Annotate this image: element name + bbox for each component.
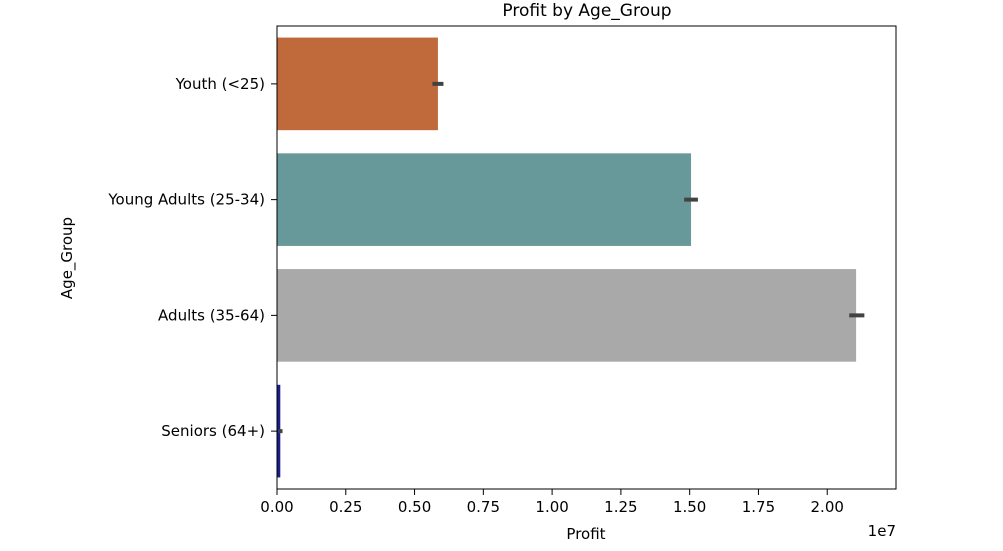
bar-young-adults-25-34: [277, 153, 692, 246]
bar-adults-35-64: [277, 269, 857, 362]
x-tick-label: 0.50: [398, 498, 431, 516]
plot-frame: [276, 25, 897, 490]
chart-title: Profit by Age_Group: [502, 1, 671, 21]
y-axis-ticks: Youth (<25) Young Adults (25-34) Adults (3…: [107, 75, 277, 440]
x-tick-label: 1.75: [742, 498, 775, 516]
x-tick-label: 1.50: [673, 498, 706, 516]
y-tick-label-youth-25: Youth (<25): [175, 75, 265, 93]
x-tick-label: 0.25: [329, 498, 362, 516]
x-tick-label: 2.00: [811, 498, 844, 516]
x-axis-ticks: 0.00 0.25 0.50 0.75 1.00 1.25 1.50 1.75 2.00: [260, 489, 844, 516]
x-tick-label: 0.00: [260, 498, 293, 516]
x-axis-label: Profit: [566, 525, 605, 543]
x-tick-label: 1.25: [604, 498, 637, 516]
bar-youth-25: [277, 37, 438, 131]
y-tick-label-seniors-64: Seniors (64+): [161, 422, 265, 440]
x-axis-scale-label: 1e7: [868, 522, 896, 540]
y-tick-label-young-adults-25-34: Young Adults (25-34): [107, 191, 265, 209]
error-bars-group: [278, 81, 865, 434]
y-tick-label-adults-35-64: Adults (35-64): [158, 306, 265, 324]
x-tick-label: 1.00: [535, 498, 568, 516]
x-tick-label: 0.75: [467, 498, 500, 516]
bars-group: [277, 37, 857, 478]
y-axis-label: Age_Group: [58, 217, 77, 299]
